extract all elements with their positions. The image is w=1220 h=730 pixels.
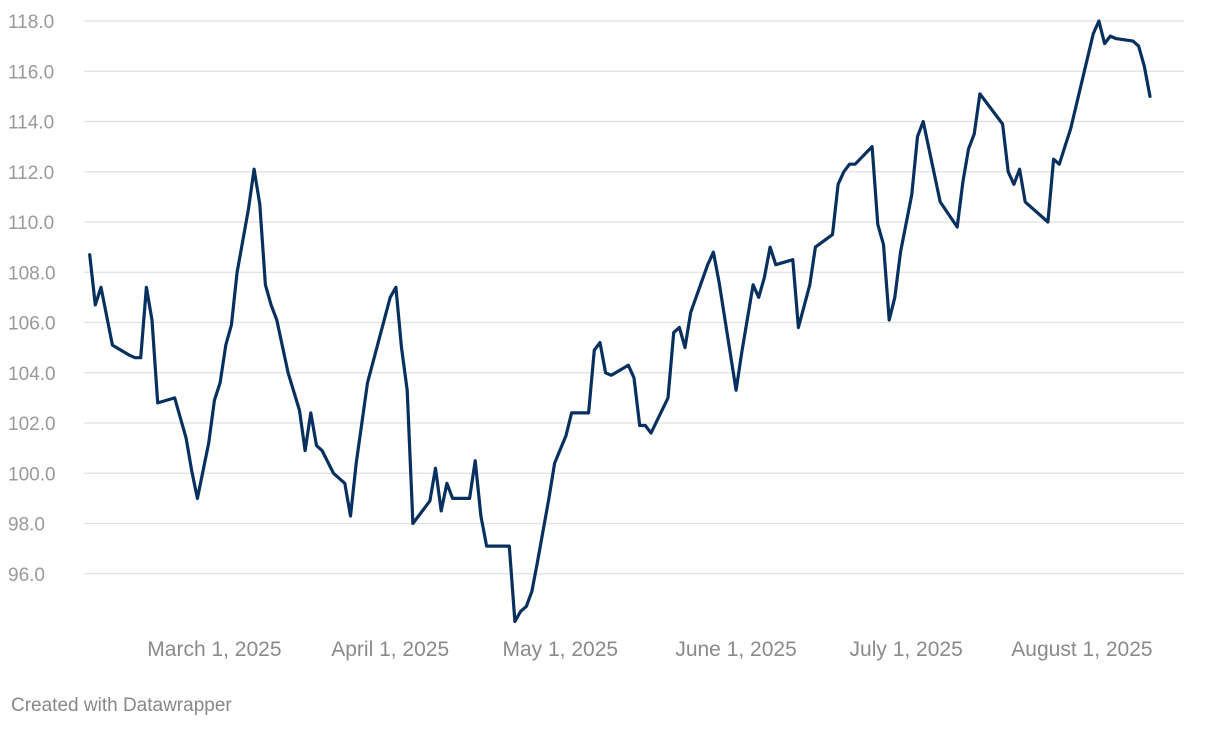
y-tick-label: 98.0 [8, 515, 45, 536]
y-axis-tick-labels: 96.0 98.0 100.0 102.0 104.0 106.0 108.0 110.0 11… [8, 12, 56, 586]
y-tick-label: 102.0 [8, 414, 56, 435]
y-tick-label: 116.0 [8, 62, 54, 83]
gridlines [84, 20, 1184, 575]
y-tick-label: 104.0 [8, 364, 56, 385]
datawrapper-credit[interactable]: Created with Datawrapper [11, 695, 232, 716]
y-tick-label: 110.0 [8, 213, 54, 234]
x-tick-label: March 1, 2025 [147, 638, 281, 661]
x-tick-label: August 1, 2025 [1011, 638, 1152, 661]
x-axis-tick-labels: March 1, 2025 April 1, 2025 May 1, 2025 Jun… [147, 638, 1152, 661]
y-tick-label: 106.0 [8, 314, 56, 335]
y-tick-label: 112.0 [8, 163, 54, 184]
y-tick-label: 108.0 [8, 263, 56, 284]
x-tick-label: June 1, 2025 [675, 638, 796, 661]
x-tick-label: May 1, 2025 [502, 638, 618, 661]
line-chart: 96.0 98.0 100.0 102.0 104.0 106.0 108.0 110.0 11… [8, 12, 1184, 661]
series-group [88, 19, 1152, 624]
y-tick-label: 114.0 [8, 113, 54, 134]
y-tick-label: 118.0 [8, 12, 54, 33]
y-tick-label: 100.0 [8, 464, 56, 485]
x-tick-label: July 1, 2025 [850, 638, 963, 661]
y-tick-label: 96.0 [8, 565, 45, 586]
x-tick-label: April 1, 2025 [331, 638, 449, 661]
series-line [88, 19, 1152, 624]
